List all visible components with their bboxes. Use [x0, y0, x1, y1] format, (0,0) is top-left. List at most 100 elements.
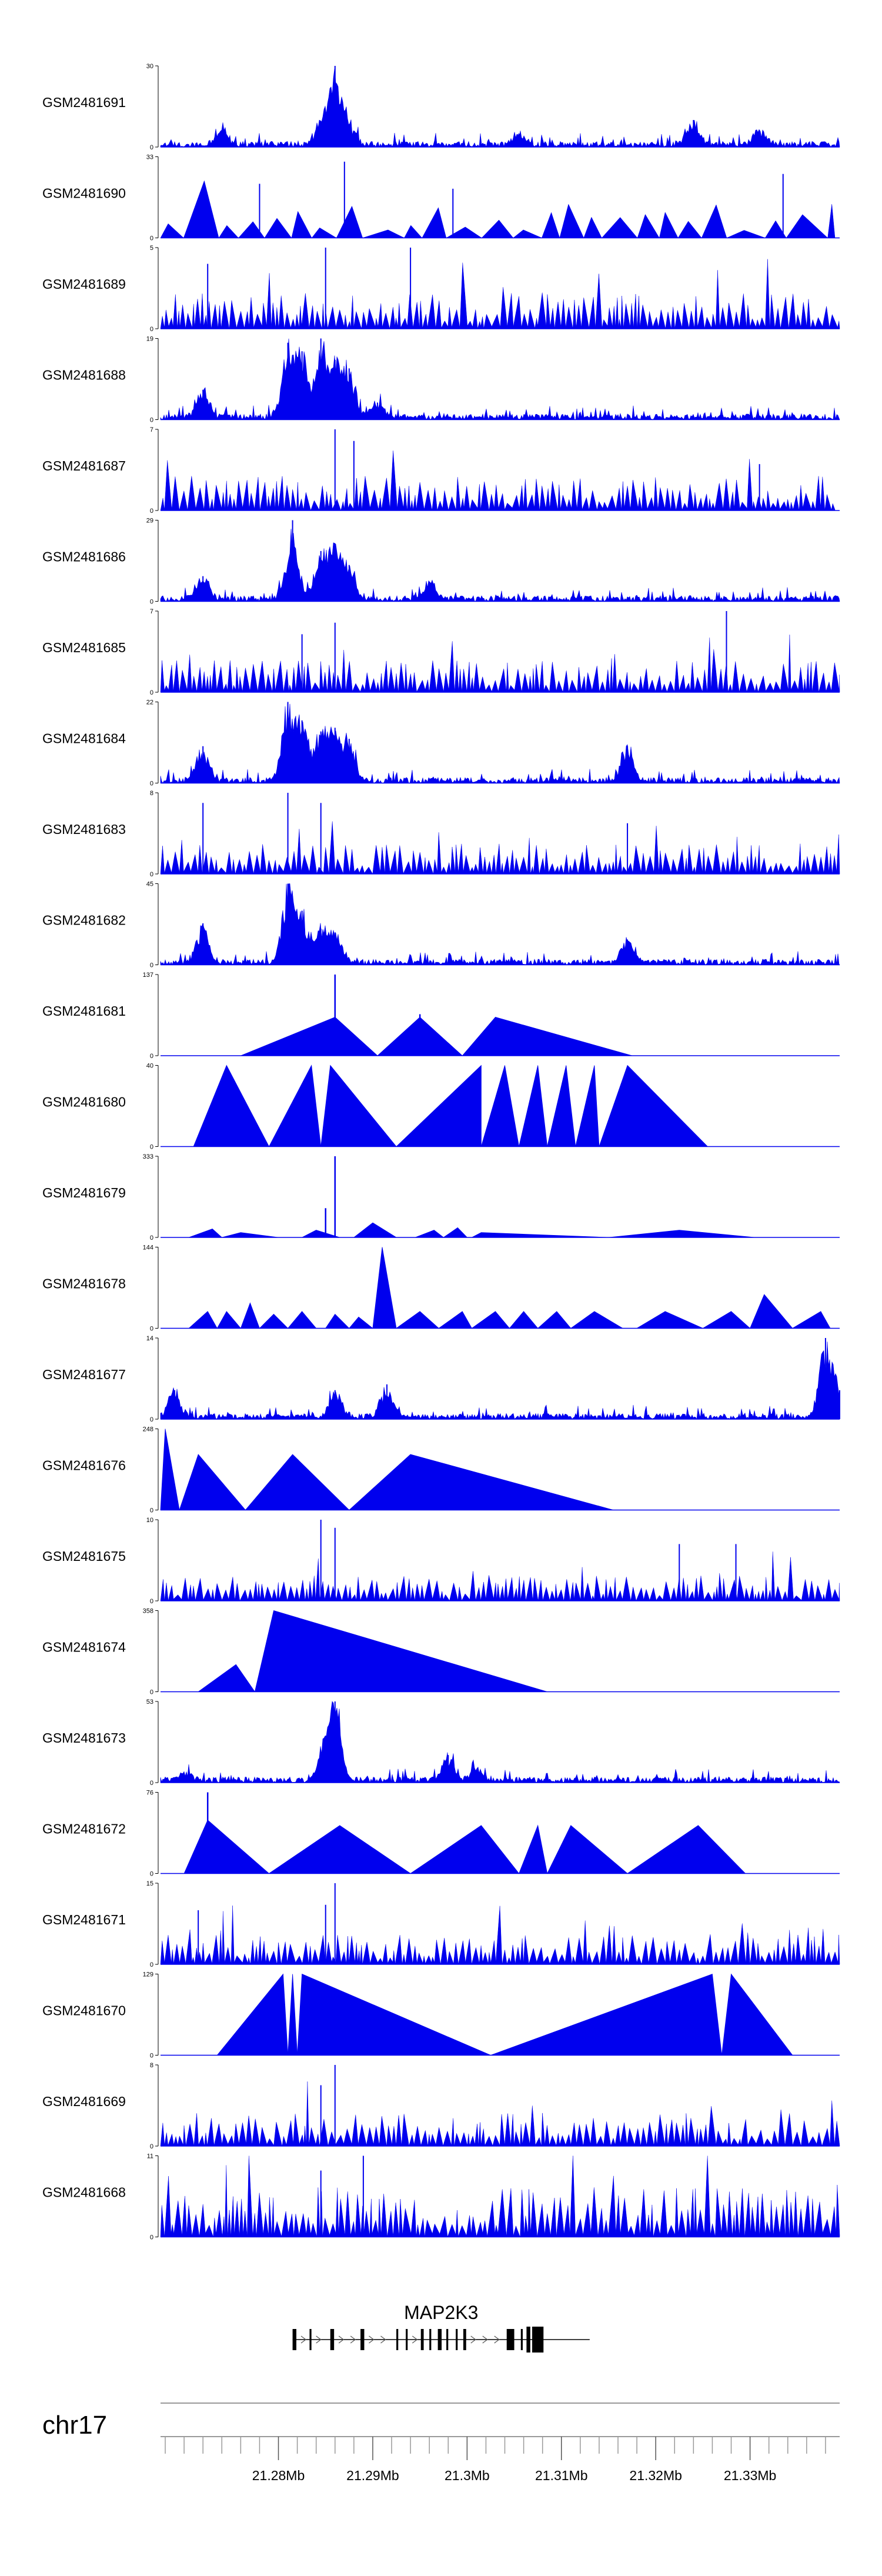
strand-chevron — [338, 2335, 345, 2344]
y-max-label: 248 — [143, 1426, 153, 1433]
signal-triangle — [471, 1311, 510, 1329]
track-GSM2481685: GSM2481685 7 0 — [42, 608, 840, 696]
y-min-label: 0 — [150, 1598, 153, 1605]
y-min-label: 0 — [150, 1053, 153, 1060]
gene-exon — [437, 2329, 442, 2350]
track-GSM2481682: GSM2481682 45 0 — [42, 881, 840, 969]
signal-triangle — [537, 1311, 572, 1329]
signal-triangle — [216, 1973, 289, 2056]
strand-chevron — [470, 2335, 476, 2344]
y-max-label: 8 — [150, 2062, 153, 2069]
y-min-label: 0 — [150, 871, 153, 878]
axis-tick-label: 21.29Mb — [346, 2468, 399, 2483]
track-GSM2481687: GSM2481687 7 0 — [42, 426, 840, 515]
track-GSM2481681: GSM2481681 137 0 — [42, 972, 840, 1060]
gene-exon — [526, 2327, 530, 2353]
track-label: GSM2481689 — [42, 276, 126, 292]
track-GSM2481684: GSM2481684 22 0 — [42, 699, 840, 788]
gene-exon — [420, 2329, 424, 2350]
y-max-label: 358 — [143, 1608, 153, 1615]
track-GSM2481671: GSM2481671 15 0 — [42, 1880, 840, 1968]
signal-triangle — [409, 1825, 520, 1874]
track-GSM2481673: GSM2481673 53 0 — [42, 1699, 840, 1787]
signal-triangle — [353, 1222, 397, 1238]
y-min-label: 0 — [150, 962, 153, 969]
signal-triangle — [480, 1065, 520, 1147]
signal-triangle — [490, 1973, 722, 2056]
signal-area — [160, 338, 840, 421]
y-max-label: 144 — [143, 1244, 153, 1252]
signal-area — [160, 529, 840, 602]
y-min-label: 0 — [150, 1507, 153, 1514]
gene-exon — [360, 2329, 365, 2350]
track-GSM2481680: GSM2481680 40 0 — [42, 1063, 840, 1151]
signal-triangle — [240, 1017, 379, 1056]
y-min-label: 0 — [150, 1871, 153, 1878]
track-label: GSM2481680 — [42, 1095, 126, 1110]
signal-triangle — [160, 1429, 180, 1510]
y-min-label: 0 — [150, 326, 153, 333]
track-GSM2481689: GSM2481689 5 0 — [42, 245, 840, 333]
track-label: GSM2481683 — [42, 822, 126, 837]
y-min-label: 0 — [150, 144, 153, 151]
signal-triangle — [791, 1311, 831, 1329]
y-max-label: 29 — [146, 518, 153, 525]
y-max-label: 7 — [150, 426, 153, 433]
signal-triangle — [547, 1065, 576, 1147]
gene-exon — [532, 2327, 544, 2353]
axis-tick-label: 21.32Mb — [629, 2468, 682, 2483]
signal-triangle — [320, 1065, 397, 1147]
track-label: GSM2481669 — [42, 2094, 126, 2109]
signal-area — [160, 1701, 840, 1783]
signal-triangle — [268, 1825, 412, 1874]
signal-triangle — [570, 1311, 624, 1329]
signal-triangle — [297, 1973, 491, 2056]
y-min-label: 0 — [150, 599, 153, 606]
strand-chevron — [482, 2335, 488, 2344]
track-GSM2481668: GSM2481668 11 0 — [42, 2153, 840, 2241]
track-GSM2481674: GSM2481674 358 0 — [42, 1608, 840, 1696]
signal-triangle — [626, 1825, 746, 1874]
signal-triangle — [443, 1227, 468, 1238]
signal-triangle — [288, 1974, 298, 2056]
track-GSM2481677: GSM2481677 14 0 — [42, 1335, 840, 1423]
track-label: GSM2481675 — [42, 1549, 126, 1564]
y-min-label: 0 — [150, 235, 153, 242]
genome-axis-panel: chr17 21.28Mb 21.29Mb 21.3Mb 21.31Mb 21.32Mb… — [42, 2403, 840, 2483]
strand-chevron — [316, 2335, 322, 2344]
track-label: GSM2481668 — [42, 2185, 126, 2200]
y-max-label: 30 — [146, 63, 153, 70]
y-max-label: 53 — [146, 1699, 153, 1706]
signal-area — [160, 635, 840, 693]
y-max-label: 137 — [143, 972, 153, 979]
track-GSM2481686: GSM2481686 29 0 — [42, 518, 840, 606]
track-GSM2481672: GSM2481672 76 0 — [42, 1790, 840, 1878]
track-GSM2481675: GSM2481675 10 0 — [42, 1517, 840, 1605]
signal-triangle — [259, 1313, 289, 1329]
y-max-label: 5 — [150, 245, 153, 252]
chromosome-label: chr17 — [42, 2411, 107, 2440]
y-max-label: 8 — [150, 790, 153, 797]
signal-triangle — [395, 1311, 440, 1329]
track-GSM2481690: GSM2481690 33 0 — [42, 154, 840, 242]
y-min-label: 0 — [150, 780, 153, 788]
signal-triangle — [197, 1664, 256, 1692]
track-label: GSM2481690 — [42, 186, 126, 201]
track-label: GSM2481691 — [42, 95, 126, 110]
axis-tick-label: 21.33Mb — [724, 2468, 777, 2483]
y-min-label: 0 — [150, 689, 153, 696]
gene-exon — [429, 2329, 432, 2350]
y-max-label: 19 — [146, 336, 153, 343]
y-min-label: 0 — [150, 1234, 153, 1242]
signal-area — [160, 1342, 840, 1420]
signal-triangle — [415, 1230, 445, 1238]
signal-triangle — [372, 1247, 397, 1329]
signal-triangle — [188, 1311, 218, 1329]
y-max-label: 10 — [146, 1517, 153, 1524]
track-label: GSM2481684 — [42, 731, 126, 746]
track-label: GSM2481679 — [42, 1185, 126, 1200]
gene-exon — [330, 2329, 335, 2350]
signal-triangle — [472, 1232, 609, 1238]
signal-triangle — [519, 1824, 548, 1874]
signal-triangle — [188, 1229, 223, 1238]
